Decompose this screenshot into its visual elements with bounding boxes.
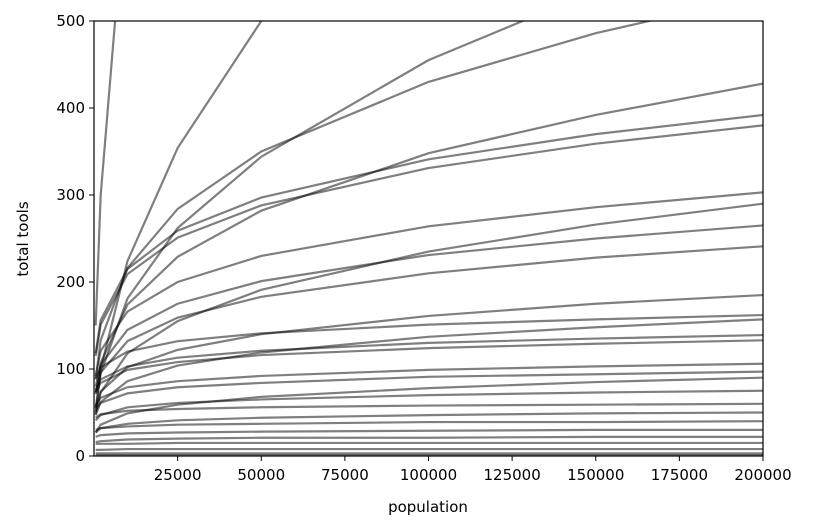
- curve: [95, 428, 763, 438]
- curve: [94, 124, 763, 357]
- curve: [94, 333, 763, 391]
- curve: [94, 362, 763, 407]
- y-tick-label: 500: [56, 12, 85, 30]
- y-tick-label: 100: [56, 360, 85, 378]
- curve: [94, 21, 526, 409]
- curve: [94, 21, 654, 380]
- x-tick-label: 25000: [154, 466, 202, 484]
- curve: [95, 447, 763, 452]
- curve: [94, 370, 763, 411]
- curve: [94, 82, 763, 395]
- x-tick-label: 150000: [567, 466, 624, 484]
- curve: [94, 113, 763, 354]
- x-tick-label: 100000: [400, 466, 457, 484]
- curve: [94, 191, 763, 377]
- x-tick-label: 75000: [321, 466, 369, 484]
- x-axis-label: population: [388, 498, 468, 516]
- curve: [95, 402, 763, 419]
- curve: [94, 318, 763, 416]
- curve: [95, 420, 763, 431]
- curve: [94, 224, 763, 387]
- curve: [94, 21, 263, 413]
- curve: [95, 435, 763, 444]
- curve: [94, 245, 763, 393]
- y-tick-label: 400: [56, 99, 85, 117]
- curve: [94, 313, 763, 380]
- x-tick-label: 175000: [651, 466, 708, 484]
- x-tick-label: 50000: [237, 466, 285, 484]
- curve: [94, 202, 763, 415]
- curve: [94, 21, 117, 326]
- curve: [94, 293, 763, 408]
- x-tick-label: 125000: [483, 466, 540, 484]
- x-tick-label: 200000: [734, 466, 791, 484]
- y-tick-label: 300: [56, 186, 85, 204]
- y-tick-label: 0: [75, 447, 85, 465]
- curve: [95, 441, 763, 445]
- plot-lines: [94, 21, 763, 456]
- y-axis-label: total tools: [14, 201, 32, 276]
- curve: [94, 339, 763, 394]
- y-tick-label: 200: [56, 273, 85, 291]
